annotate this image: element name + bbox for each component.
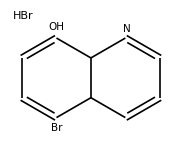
Text: HBr: HBr [13,11,33,21]
Text: N: N [123,24,131,34]
Text: OH: OH [48,22,64,32]
Text: Br: Br [51,123,62,133]
